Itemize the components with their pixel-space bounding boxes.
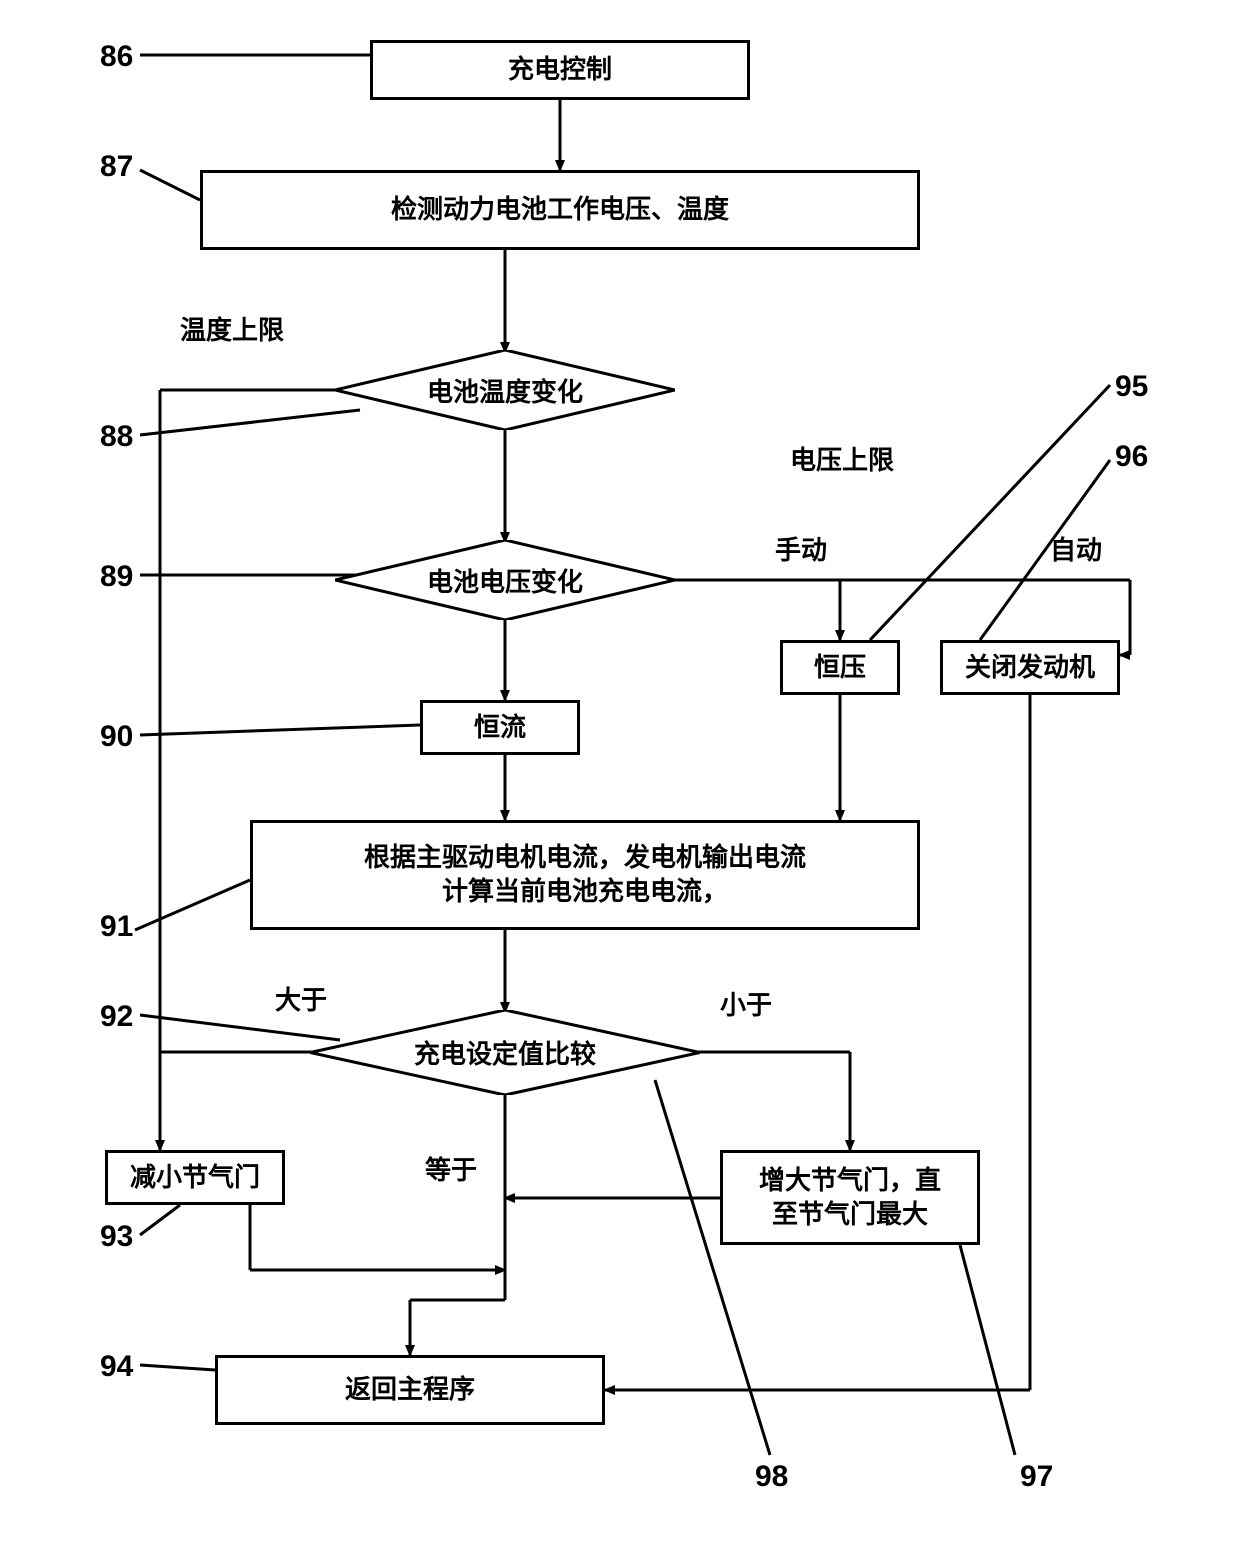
ref-97: 97 — [1020, 1460, 1053, 1494]
edge-equal: 等于 — [425, 1150, 477, 1187]
ref-88: 88 — [100, 420, 133, 454]
node-label: 返回主程序 — [345, 1373, 475, 1407]
node-label: 恒流 — [474, 711, 526, 745]
edge-greater: 大于 — [275, 980, 327, 1017]
ref-90: 90 — [100, 720, 133, 754]
node-label: 检测动力电池工作电压、温度 — [391, 193, 729, 227]
node-label: 电池温度变化 — [427, 372, 583, 409]
ref-91: 91 — [100, 910, 133, 944]
edge-temp-upper: 温度上限 — [180, 310, 284, 347]
ref-87: 87 — [100, 150, 133, 184]
edge-less: 小于 — [720, 985, 772, 1022]
node-increase-throttle: 增大节气门，直 至节气门最大 — [720, 1150, 980, 1245]
node-close-engine: 关闭发动机 — [940, 640, 1120, 695]
node-label: 增大节气门，直 至节气门最大 — [759, 1164, 941, 1232]
node-label: 充电设定值比较 — [414, 1034, 596, 1071]
ref-95: 95 — [1115, 370, 1148, 404]
node-const-voltage: 恒压 — [780, 640, 900, 695]
node-label: 电池电压变化 — [427, 562, 583, 599]
node-temp-change: 电池温度变化 — [335, 350, 675, 430]
node-reduce-throttle: 减小节气门 — [105, 1150, 285, 1205]
node-label: 恒压 — [814, 651, 866, 685]
ref-98: 98 — [755, 1460, 788, 1494]
node-volt-change: 电池电压变化 — [335, 540, 675, 620]
ref-89: 89 — [100, 560, 133, 594]
node-label: 关闭发动机 — [965, 651, 1095, 685]
ref-93: 93 — [100, 1220, 133, 1254]
node-charge-control: 充电控制 — [370, 40, 750, 100]
node-label: 减小节气门 — [130, 1161, 260, 1195]
ref-94: 94 — [100, 1350, 133, 1384]
node-return-main: 返回主程序 — [215, 1355, 605, 1425]
edge-manual: 手动 — [775, 530, 827, 567]
ref-86: 86 — [100, 40, 133, 74]
node-label: 充电控制 — [508, 53, 612, 87]
node-detect: 检测动力电池工作电压、温度 — [200, 170, 920, 250]
node-const-current: 恒流 — [420, 700, 580, 755]
node-calc-current: 根据主驱动电机电流，发电机输出电流 计算当前电池充电电流， — [250, 820, 920, 930]
node-label: 根据主驱动电机电流，发电机输出电流 计算当前电池充电电流， — [364, 841, 806, 909]
edge-auto: 自动 — [1050, 530, 1102, 567]
node-compare-setpoint: 充电设定值比较 — [310, 1010, 700, 1095]
edge-volt-upper: 电压上限 — [790, 440, 894, 477]
ref-96: 96 — [1115, 440, 1148, 474]
ref-92: 92 — [100, 1000, 133, 1034]
